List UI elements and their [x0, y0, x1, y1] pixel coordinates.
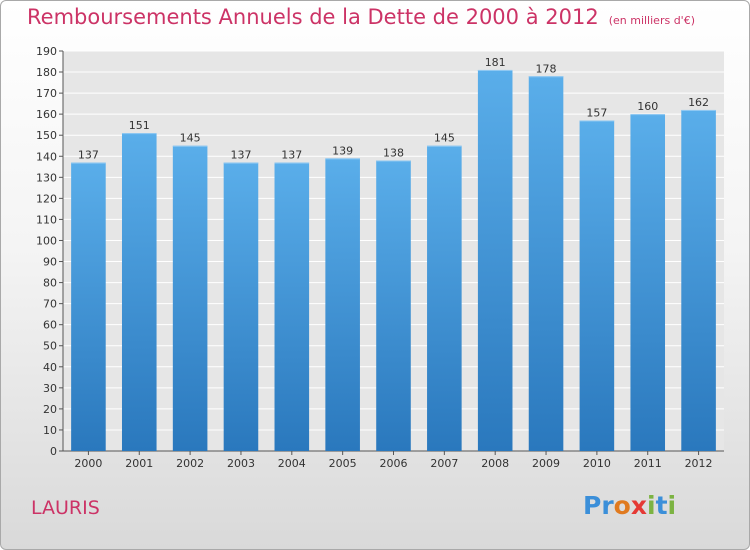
x-tick-label: 2000: [74, 457, 102, 470]
bar: [528, 76, 564, 452]
bar: [376, 160, 411, 451]
data-label: 137: [78, 149, 99, 162]
y-tick-label: 130: [36, 171, 57, 184]
bar: [477, 69, 513, 452]
y-tick-label: 70: [43, 298, 57, 311]
x-tick-label: 2009: [532, 457, 560, 470]
x-tick-label: 2004: [278, 457, 306, 470]
data-label: 137: [281, 149, 302, 162]
data-label: 181: [485, 56, 506, 69]
y-tick-label: 100: [36, 234, 57, 247]
x-tick-label: 2012: [685, 457, 713, 470]
data-label: 145: [180, 132, 201, 145]
title-line: Remboursements Annuels de la Dette de 20…: [27, 5, 695, 29]
bar: [579, 120, 615, 451]
x-tick-label: 2007: [430, 457, 458, 470]
bar: [172, 145, 208, 451]
bars: [71, 69, 716, 452]
data-label: 139: [332, 144, 353, 157]
bar: [71, 162, 106, 451]
x-tick-label: 2008: [481, 457, 509, 470]
labels: 0 10 20 30 40 50 60 70 80 90 100 110 120 130 140 150 160…: [36, 45, 713, 470]
data-label: 178: [536, 62, 557, 75]
bar: [630, 114, 666, 451]
y-tick-label: 120: [36, 192, 57, 205]
x-tick-label: 2011: [634, 457, 662, 470]
y-tick-label: 160: [36, 108, 57, 121]
bar: [274, 162, 310, 451]
y-tick-label: 190: [36, 45, 57, 58]
data-label: 151: [129, 119, 150, 132]
x-tick-label: 2010: [583, 457, 611, 470]
chart-unit: (en milliers d'€): [608, 14, 695, 27]
proxiti-logo[interactable]: Proxiti: [583, 491, 677, 520]
y-tick-label: 0: [50, 445, 57, 458]
y-tick-label: 50: [43, 340, 57, 353]
y-tick-label: 170: [36, 87, 57, 100]
data-label: 160: [637, 100, 658, 113]
chart-title: Remboursements Annuels de la Dette de 20…: [27, 5, 599, 29]
x-tick-label: 2003: [227, 457, 255, 470]
y-tick-label: 90: [43, 256, 57, 269]
y-tick-label: 180: [36, 66, 57, 79]
commune-name: LAURIS: [31, 497, 100, 519]
data-label: 162: [688, 96, 709, 109]
y-tick-label: 60: [43, 319, 57, 332]
y-tick-label: 140: [36, 150, 57, 163]
y-tick-label: 20: [43, 403, 57, 416]
x-tick-label: 2006: [380, 457, 408, 470]
y-tick-label: 80: [43, 277, 57, 290]
bar: [325, 158, 360, 452]
y-tick-label: 10: [43, 424, 57, 437]
data-label: 137: [230, 149, 251, 162]
x-tick-label: 2002: [176, 457, 204, 470]
bar: [681, 109, 716, 452]
bar: [223, 162, 259, 451]
y-tick-label: 40: [43, 361, 57, 374]
x-tick-label: 2005: [329, 457, 357, 470]
y-tick-label: 110: [36, 213, 57, 226]
data-label: 145: [434, 132, 455, 145]
y-tick-label: 30: [43, 382, 57, 395]
bar: [427, 145, 462, 451]
x-tick-label: 2001: [125, 457, 153, 470]
data-label: 138: [383, 146, 404, 159]
y-tick-label: 150: [36, 129, 57, 142]
data-label: 157: [586, 106, 607, 119]
bar: [121, 133, 157, 451]
